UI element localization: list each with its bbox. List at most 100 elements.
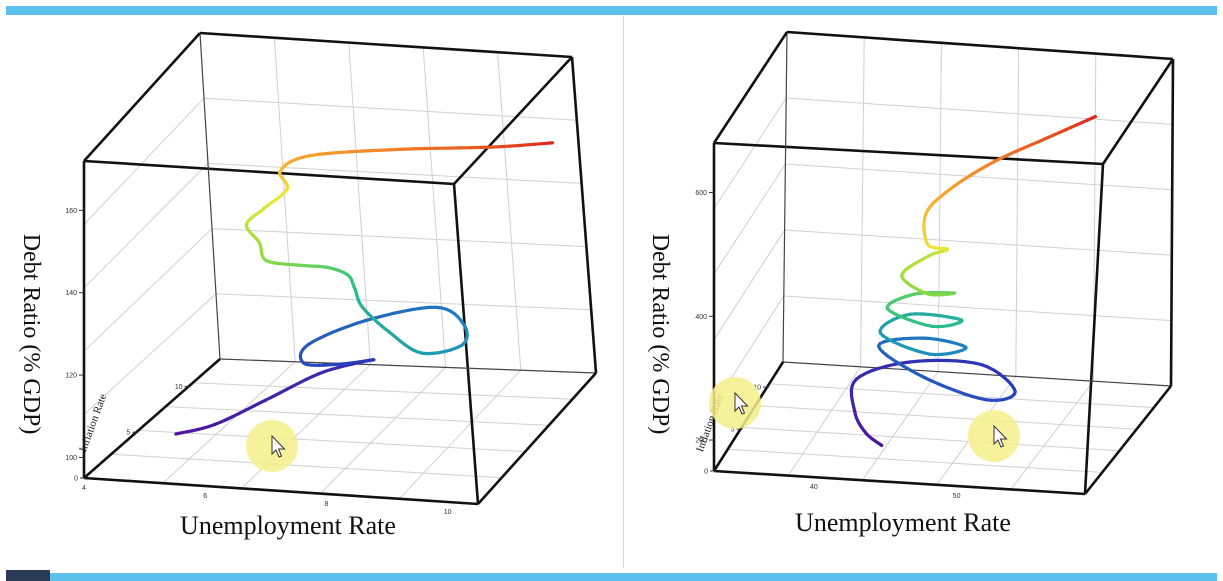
curve-segment bbox=[326, 150, 341, 155]
data-point bbox=[926, 242, 930, 246]
back-wall-gridline bbox=[786, 97, 1173, 125]
data-point bbox=[877, 344, 881, 348]
curve-segment bbox=[337, 150, 354, 155]
z-tick-label: 600 bbox=[695, 190, 707, 197]
z-tick-label: 140 bbox=[65, 290, 77, 297]
data-point bbox=[945, 247, 949, 251]
data-point bbox=[363, 319, 367, 323]
curve-segment bbox=[401, 308, 414, 313]
taskbar-tab[interactable] bbox=[6, 570, 50, 581]
back-wall-gridline bbox=[497, 52, 522, 371]
box-edges bbox=[82, 31, 598, 506]
y-axis-title: Inflation Rate bbox=[77, 392, 109, 453]
data-point bbox=[863, 431, 868, 435]
data-curve bbox=[174, 141, 554, 436]
data-points bbox=[174, 141, 554, 436]
x-tick-label: 6 bbox=[203, 493, 207, 500]
data-point bbox=[948, 187, 952, 191]
data-point bbox=[924, 212, 928, 216]
3d-chart-left[interactable]: 4 6 8 10 100 120 140 160 0 5 10 Unemployment Rate De… bbox=[0, 16, 622, 568]
chart-panel-left: 4 6 8 10 100 120 140 160 0 5 10 Unemployment Rate De… bbox=[0, 16, 622, 568]
data-point bbox=[853, 409, 857, 413]
floor-gridline bbox=[192, 382, 573, 400]
data-point bbox=[979, 362, 983, 367]
curve-segment bbox=[349, 149, 366, 154]
data-point bbox=[262, 207, 266, 211]
data-point bbox=[360, 305, 365, 309]
data-point bbox=[399, 147, 403, 151]
data-point bbox=[306, 343, 310, 347]
data-point bbox=[264, 259, 268, 263]
box-edge bbox=[219, 358, 597, 374]
box-edge bbox=[199, 31, 573, 59]
back-wall-gridline bbox=[860, 37, 865, 367]
chart-panel-right: 40 50 200 400 600 0 5 10 Unemployment Rate Debt R… bbox=[625, 16, 1223, 568]
side-wall-gridline bbox=[713, 229, 786, 341]
data-point bbox=[920, 374, 924, 379]
grid-lines bbox=[713, 37, 1173, 490]
data-curve bbox=[849, 114, 1097, 447]
box-edge bbox=[83, 159, 455, 186]
side-wall-gridline bbox=[83, 293, 217, 415]
floor-gridline bbox=[787, 366, 862, 476]
x-tick-label: 10 bbox=[444, 509, 452, 516]
box-edge bbox=[570, 56, 598, 374]
data-point bbox=[326, 265, 330, 270]
data-point bbox=[346, 273, 350, 277]
curve-segment bbox=[381, 311, 395, 318]
z-axis-title: Debt Ratio (% GDP) bbox=[647, 234, 673, 435]
data-point bbox=[358, 360, 362, 364]
box-edge bbox=[1101, 58, 1175, 165]
box-edge bbox=[1169, 58, 1175, 387]
data-point bbox=[908, 360, 912, 364]
data-point bbox=[278, 169, 282, 173]
curve-segment bbox=[316, 151, 330, 156]
floor-gridline bbox=[861, 371, 939, 481]
x-tick-label: 4 bbox=[82, 485, 86, 492]
back-wall-gridline bbox=[215, 293, 592, 311]
data-point bbox=[1050, 134, 1055, 138]
panel-divider bbox=[623, 16, 624, 568]
box-edge bbox=[786, 30, 1174, 61]
data-point bbox=[257, 241, 261, 245]
back-wall-gridline bbox=[1015, 48, 1020, 377]
x-tick-label: 40 bbox=[810, 484, 818, 491]
side-wall-gridline bbox=[83, 228, 213, 352]
z-tick-label: 120 bbox=[65, 373, 77, 380]
data-point bbox=[460, 343, 464, 347]
y-tick-label: 0 bbox=[74, 476, 78, 483]
data-point bbox=[244, 223, 249, 227]
mouse-pointer-icon bbox=[271, 434, 286, 458]
data-point bbox=[992, 160, 996, 164]
top-frame-bar bbox=[0, 0, 1223, 16]
box-edge bbox=[452, 183, 480, 505]
back-wall-gridline bbox=[784, 229, 1172, 256]
data-point bbox=[371, 358, 375, 362]
box-edge bbox=[453, 56, 573, 185]
data-point bbox=[854, 377, 858, 381]
data-point bbox=[900, 273, 904, 278]
curve-segment bbox=[387, 147, 403, 152]
floor-gridline bbox=[138, 429, 526, 453]
box-edge bbox=[1083, 163, 1105, 495]
data-point bbox=[213, 422, 217, 427]
x-tick-label: 50 bbox=[953, 493, 961, 500]
mouse-pointer-icon bbox=[993, 424, 1008, 448]
data-point bbox=[926, 254, 931, 258]
data-points bbox=[853, 115, 1097, 447]
grid-lines bbox=[83, 37, 592, 500]
data-point bbox=[885, 307, 890, 311]
back-wall-gridline bbox=[785, 163, 1173, 191]
data-point bbox=[174, 432, 178, 436]
floor-gridline bbox=[741, 426, 1120, 452]
floor-gridline bbox=[398, 369, 522, 500]
box-edge bbox=[199, 32, 221, 360]
data-point bbox=[878, 331, 882, 335]
y-tick-label: 5 bbox=[126, 430, 130, 437]
floor-gridline bbox=[727, 448, 1103, 473]
z-tick-label: 200 bbox=[695, 438, 707, 445]
box-edge bbox=[83, 358, 221, 479]
3d-chart-right[interactable]: 40 50 200 400 600 0 5 10 Unemployment Rate Debt R… bbox=[625, 16, 1223, 568]
back-wall-gridline bbox=[348, 42, 371, 365]
z-axis-title: Debt Ratio (% GDP) bbox=[18, 234, 44, 435]
